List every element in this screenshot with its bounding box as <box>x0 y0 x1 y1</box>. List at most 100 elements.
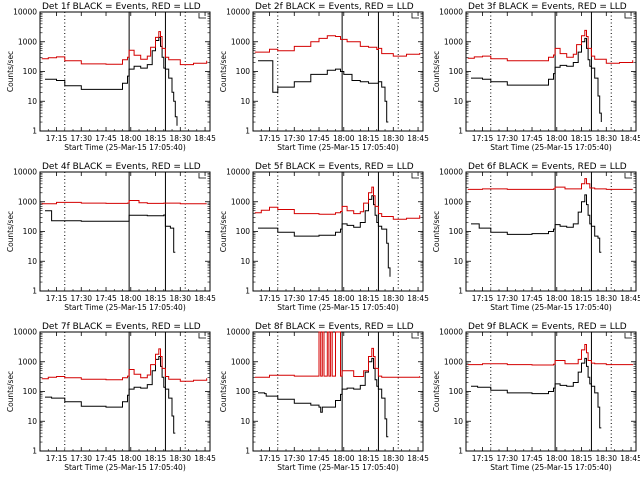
y-tick-label: 10 <box>453 417 463 426</box>
x-tick-label: 17:30 <box>496 294 518 303</box>
x-tick-label: 18:30 <box>382 294 404 303</box>
x-tick-label: 18:15 <box>571 134 593 143</box>
lld-series-line <box>254 331 421 378</box>
y-tick-label: 1000 <box>231 37 250 46</box>
x-tick-label: 17:30 <box>283 454 305 463</box>
x-tick-label: 18:30 <box>595 294 617 303</box>
x-tick-label: 18:15 <box>145 134 167 143</box>
x-tick-label: 17:45 <box>521 134 543 143</box>
x-tick-label: 17:15 <box>259 134 281 143</box>
x-tick-label: 18:00 <box>333 134 355 143</box>
x-tick-label: 18:30 <box>595 134 617 143</box>
y-axis-label: Counts/sec <box>6 371 15 412</box>
events-series-line <box>258 60 389 123</box>
y-tick-label: 100 <box>236 227 251 236</box>
panel-title: Det 4f BLACK = Events, RED = LLD <box>42 162 201 172</box>
y-axis-label: Counts/sec <box>219 51 228 92</box>
x-tick-label: 18:45 <box>194 294 216 303</box>
y-tick-label: 100 <box>236 67 251 76</box>
y-tick-label: 1 <box>458 127 463 136</box>
lld-series-line <box>41 200 207 205</box>
x-tick-label: 18:15 <box>571 294 593 303</box>
x-tick-label: 17:30 <box>496 134 518 143</box>
x-axis-label: Start Time (25-Mar-15 17:05:40) <box>490 143 612 152</box>
x-tick-label: 18:00 <box>120 294 142 303</box>
y-axis-label: Counts/sec <box>6 51 15 92</box>
y-tick-label: 10 <box>27 417 37 426</box>
x-tick-label: 18:30 <box>169 454 191 463</box>
lld-series-line <box>254 35 421 57</box>
events-series-line <box>258 357 389 438</box>
panel-title: Det 7f BLACK = Events, RED = LLD <box>42 322 201 332</box>
y-tick-label: 1 <box>245 447 250 456</box>
x-tick-label: 17:30 <box>496 454 518 463</box>
x-tick-label: 17:15 <box>46 294 68 303</box>
x-tick-label: 18:45 <box>620 134 640 143</box>
detector-panel: Det 7f BLACK = Events, RED = LLD 1 10 100 10… <box>6 322 216 472</box>
y-tick-label: 1000 <box>18 37 37 46</box>
x-axis-label: Start Time (25-Mar-15 17:05:40) <box>277 303 399 312</box>
panel-title: Det 8f BLACK = Events, RED = LLD <box>255 322 414 332</box>
legend-mark <box>624 333 632 339</box>
x-tick-label: 17:15 <box>259 294 281 303</box>
x-tick-label: 17:30 <box>283 134 305 143</box>
x-axis-label: Start Time (25-Mar-15 17:05:40) <box>64 463 186 472</box>
panel-title: Det 3f BLACK = Events, RED = LLD <box>468 2 627 12</box>
y-tick-label: 100 <box>236 387 251 396</box>
y-tick-label: 100 <box>449 67 464 76</box>
x-axis-label: Start Time (25-Mar-15 17:05:40) <box>490 463 612 472</box>
plot-frame <box>465 11 637 132</box>
y-tick-label: 10 <box>453 257 463 266</box>
lld-series-line <box>254 186 421 220</box>
x-tick-label: 17:15 <box>46 134 68 143</box>
y-tick-label: 100 <box>23 227 38 236</box>
x-tick-label: 18:45 <box>407 134 429 143</box>
x-tick-label: 18:00 <box>120 454 142 463</box>
detector-panel: Det 6f BLACK = Events, RED = LLD 1 10 100 10… <box>432 162 640 312</box>
x-tick-label: 18:00 <box>333 294 355 303</box>
events-series-line <box>45 36 178 126</box>
x-tick-label: 18:15 <box>145 454 167 463</box>
legend-mark <box>624 173 632 179</box>
y-tick-label: 1000 <box>18 197 37 206</box>
y-tick-label: 10000 <box>13 8 37 17</box>
legend-mark <box>624 13 632 19</box>
x-tick-label: 17:45 <box>521 454 543 463</box>
y-tick-label: 100 <box>449 387 464 396</box>
x-axis-label: Start Time (25-Mar-15 17:05:40) <box>490 303 612 312</box>
events-series-line <box>471 37 602 122</box>
x-axis-label: Start Time (25-Mar-15 17:05:40) <box>277 463 399 472</box>
x-tick-label: 18:30 <box>382 134 404 143</box>
x-tick-label: 17:45 <box>308 134 330 143</box>
y-axis-label: Counts/sec <box>432 51 441 92</box>
y-tick-label: 1000 <box>18 357 37 366</box>
y-tick-label: 10 <box>27 257 37 266</box>
y-tick-label: 1 <box>32 127 37 136</box>
x-tick-label: 17:45 <box>308 454 330 463</box>
y-axis-label: Counts/sec <box>219 371 228 412</box>
x-tick-label: 17:45 <box>95 454 117 463</box>
events-series-line <box>471 357 602 429</box>
y-tick-label: 1 <box>245 127 250 136</box>
events-series-line <box>45 356 176 434</box>
plot-frame <box>39 171 211 292</box>
plot-frame <box>252 11 424 132</box>
x-tick-label: 18:15 <box>358 294 380 303</box>
x-axis-label: Start Time (25-Mar-15 17:05:40) <box>64 143 186 152</box>
legend-mark <box>411 173 419 179</box>
lld-series-line <box>41 31 208 66</box>
y-tick-label: 1000 <box>444 37 463 46</box>
x-tick-label: 18:15 <box>358 134 380 143</box>
legend-mark <box>198 333 206 339</box>
x-tick-label: 17:15 <box>472 134 494 143</box>
legend-mark <box>198 13 206 19</box>
events-series-line <box>45 210 176 253</box>
y-tick-label: 10 <box>453 97 463 106</box>
x-tick-label: 17:30 <box>283 294 305 303</box>
y-tick-label: 1 <box>245 287 250 296</box>
x-tick-label: 18:00 <box>333 454 355 463</box>
x-tick-label: 18:30 <box>169 134 191 143</box>
panel-title: Det 5f BLACK = Events, RED = LLD <box>255 162 414 172</box>
panel-title: Det 9f BLACK = Events, RED = LLD <box>468 322 627 332</box>
